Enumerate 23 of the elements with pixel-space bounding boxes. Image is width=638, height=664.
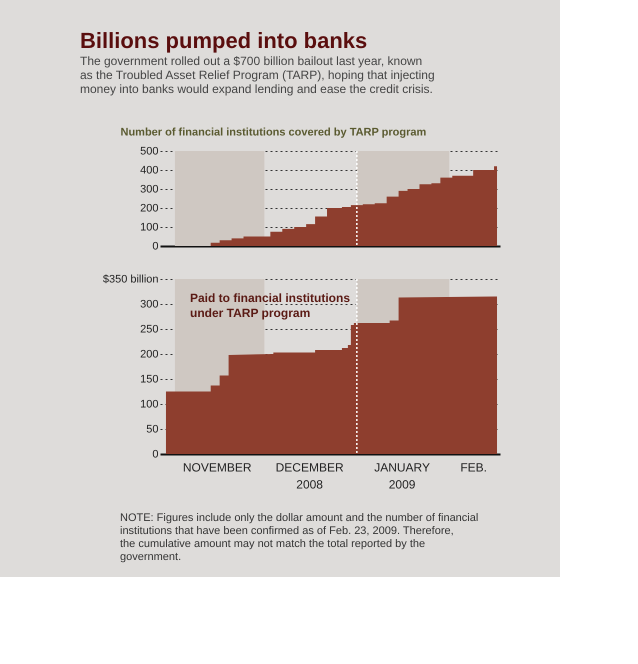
x-tick-label: DECEMBER 2008: [276, 460, 344, 492]
y-tick-label: 300: [140, 184, 158, 196]
x-tick-label: JANUARY 2009: [374, 460, 430, 492]
y-axis-title: Number of financial institutions covered by TARP program: [120, 126, 427, 138]
text: NOTE: Figures include only the dollar amount and the number of financial institutions that have been confirmed as of Feb. 23, 2009. Therefore, the cumulative amount may not match the total reported by the government.: [120, 512, 478, 563]
y-tick-label: 200: [140, 348, 158, 360]
y-tick-label: 100: [140, 398, 158, 410]
chart-title: Billions pumped into banks: [80, 28, 368, 53]
x-tick-label: NOVEMBER: [182, 460, 252, 474]
chart-subtitle: The government rolled out a $700 billion bailout last year, known as the Troubled Asset Relief Program (TARP), hoping that injecting money into banks would expand lending and ease the credit crisis.: [80, 54, 435, 96]
y-tick-label: 500: [140, 146, 158, 158]
y-tick-label: 200: [140, 202, 158, 214]
y-tick-label: 250: [140, 324, 158, 336]
y-tick-label: 50: [146, 424, 158, 436]
y-tick-label: 100: [140, 222, 158, 234]
y-tick-label: 300: [140, 298, 158, 310]
y-tick-label: 150: [140, 374, 158, 386]
y-tick-label: 400: [140, 164, 158, 176]
y-tick-label: $350 billion: [102, 274, 158, 286]
annotation: Paid to financial institutions under TARP program: [190, 291, 350, 320]
y-tick-label: 0: [152, 448, 158, 460]
y-tick-label: 0: [152, 240, 158, 252]
x-tick-label: FEB.: [460, 460, 487, 474]
